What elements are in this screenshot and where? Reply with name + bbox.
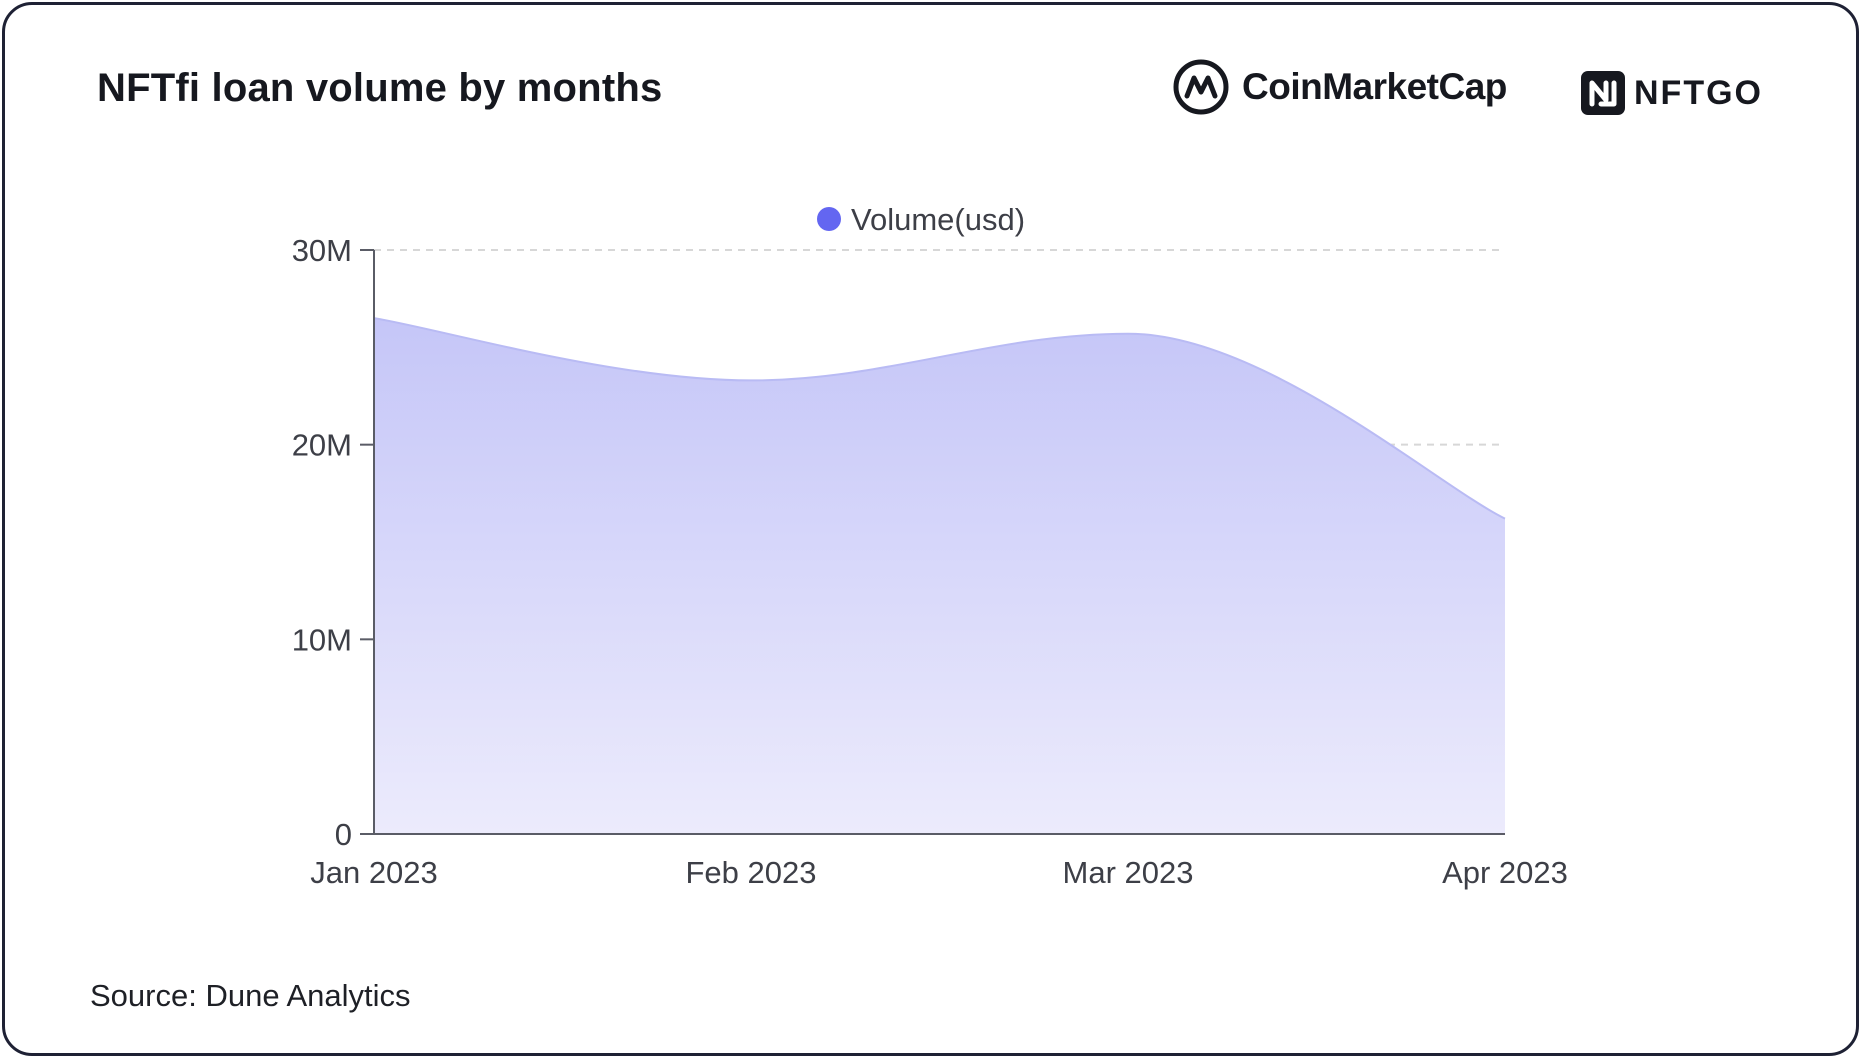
y-tick-label: 30M: [292, 233, 352, 268]
x-tick-label: Apr 2023: [1442, 855, 1568, 890]
x-tick-label: Feb 2023: [686, 855, 817, 890]
series-area-volume: [374, 318, 1505, 835]
source-note: Source: Dune Analytics: [90, 978, 411, 1013]
coinmarketcap-brand: CoinMarketCap: [1172, 58, 1507, 116]
y-tick-label: 0: [335, 817, 352, 852]
legend-label: Volume(usd): [851, 202, 1025, 237]
x-tick-label: Jan 2023: [310, 855, 438, 890]
coinmarketcap-logo-icon: [1173, 59, 1229, 115]
nftgo-logo-icon: [1581, 71, 1625, 115]
nftgo-brand: NFTGO: [1580, 70, 1763, 116]
chart-title: NFTfi loan volume by months: [97, 66, 663, 110]
series-line-volume: [373, 317, 1506, 520]
x-tick-label: Mar 2023: [1063, 855, 1194, 890]
legend-marker: [817, 207, 841, 231]
y-tick-label: 10M: [292, 622, 352, 657]
coinmarketcap-name: CoinMarketCap: [1242, 66, 1507, 107]
nftgo-name: NFTGO: [1634, 73, 1763, 112]
y-tick-label: 20M: [292, 428, 352, 463]
